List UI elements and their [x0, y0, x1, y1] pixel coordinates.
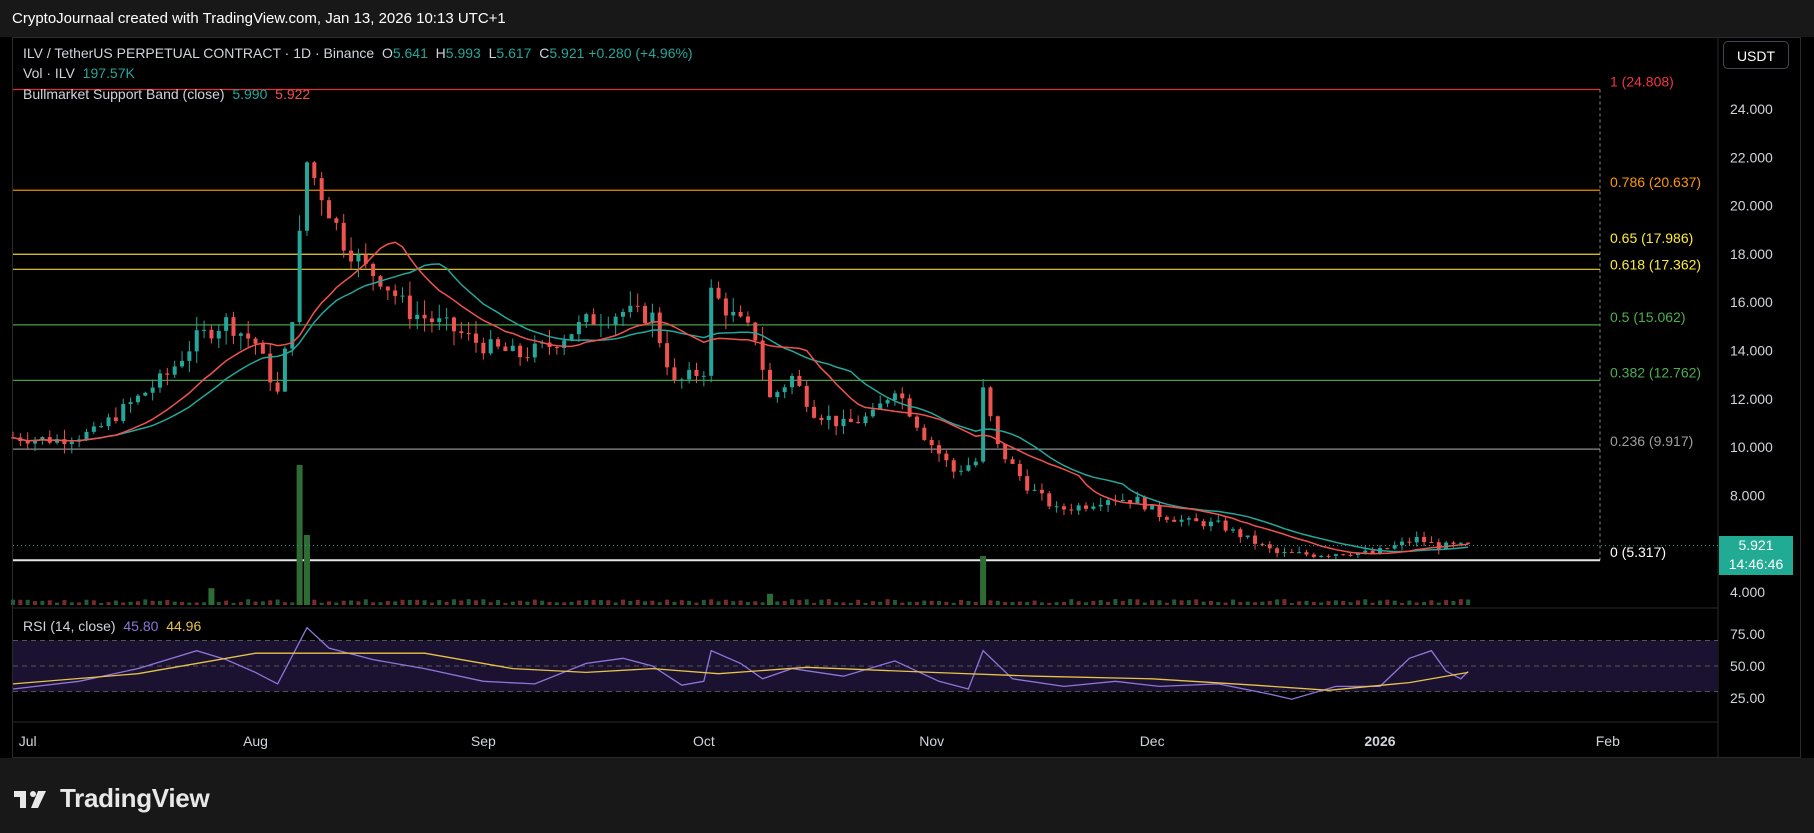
low-value: 5.617 — [496, 45, 532, 61]
volume-value: 197.57K — [82, 65, 135, 81]
close-label: C — [539, 45, 550, 61]
chart-frame[interactable] — [12, 37, 1801, 758]
volume-label: Vol · ILV — [23, 65, 75, 81]
symbol-name: ILV / TetherUS PERPETUAL CONTRACT · 1D ·… — [23, 45, 375, 61]
low-label: L — [488, 45, 497, 61]
brand-name: TradingView — [60, 783, 210, 813]
band-label: Bullmarket Support Band (close) — [23, 86, 225, 102]
open-label: O — [381, 45, 393, 61]
attribution-bar: CryptoJournaal created with TradingView.… — [0, 0, 1814, 37]
attribution-text: CryptoJournaal created with TradingView.… — [12, 10, 506, 27]
high-label: H — [435, 45, 446, 61]
currency-button[interactable]: USDT — [1723, 41, 1789, 69]
open-value: 5.641 — [392, 45, 428, 61]
rsi-legend: RSI (14, close) 45.80 44.96 — [23, 618, 201, 634]
symbol-legend: ILV / TetherUS PERPETUAL CONTRACT · 1D ·… — [23, 45, 693, 61]
last-price-tag: 5.921 14:46:46 — [1719, 536, 1793, 575]
rsi-ma-value: 44.96 — [166, 618, 202, 634]
band-value-2: 5.922 — [275, 86, 311, 102]
close-value: 5.921 — [549, 45, 585, 61]
rsi-label: RSI (14, close) — [23, 618, 116, 634]
tradingview-logo[interactable]: TradingView — [14, 783, 210, 814]
band-value-1: 5.990 — [232, 86, 268, 102]
volume-legend: Vol · ILV 197.57K — [23, 65, 135, 81]
rsi-value: 45.80 — [123, 618, 159, 634]
high-value: 5.993 — [445, 45, 481, 61]
band-legend: Bullmarket Support Band (close) 5.990 5.… — [23, 86, 310, 102]
change-value: +0.280 (+4.96%) — [588, 45, 693, 61]
footer-bar — [0, 758, 1814, 833]
tradingview-logo-icon — [14, 790, 46, 808]
bar-countdown: 14:46:46 — [1728, 556, 1784, 572]
last-price: 5.921 — [1738, 537, 1774, 553]
